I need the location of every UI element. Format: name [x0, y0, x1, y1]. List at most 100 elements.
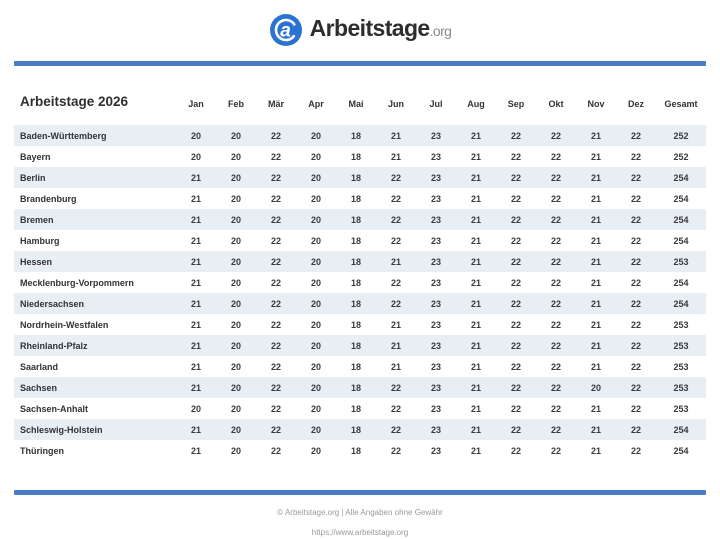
month-value-cell: 20: [230, 340, 241, 351]
month-value-cell: 21: [190, 256, 201, 267]
month-value-cell: 21: [190, 235, 201, 246]
month-value-cell: 20: [310, 130, 321, 141]
month-value-cell: 23: [430, 382, 441, 393]
month-value-cell: 20: [310, 193, 321, 204]
total-value-cell: 253: [673, 319, 689, 330]
month-value-cell: 21: [190, 277, 201, 288]
month-value-cell: 21: [190, 424, 201, 435]
month-value-cell: 22: [270, 193, 281, 204]
table-row: Brandenburg 21 20 22 20 18 22 23 21 22 22 21 22 254: [14, 188, 706, 209]
table-row: Sachsen-Anhalt 20 20 22 20 18 22 23 21 22 22 21 22 25…: [14, 398, 706, 419]
site-header: a Arbeitstage.org: [0, 0, 720, 48]
month-value-cell: 22: [270, 382, 281, 393]
month-value-cell: 22: [270, 130, 281, 141]
month-value-cell: 21: [470, 382, 481, 393]
month-value-cell: 21: [470, 172, 481, 183]
month-value-cell: 20: [190, 151, 201, 162]
copyright-text: © Arbeitstage.org | Alle Angaben ohne Ge…: [277, 508, 443, 517]
state-label: Baden-Württemberg: [20, 130, 107, 141]
month-value-cell: 20: [190, 403, 201, 414]
month-value-cell: 22: [270, 214, 281, 225]
month-value-cell: 22: [510, 235, 521, 246]
month-value-cell: 22: [390, 277, 401, 288]
month-value-cell: 20: [310, 424, 321, 435]
state-label: Brandenburg: [20, 193, 77, 204]
month-value-cell: 18: [350, 151, 361, 162]
month-value-cell: 22: [550, 130, 561, 141]
month-value-cell: 21: [190, 214, 201, 225]
svg-text:a: a: [280, 20, 291, 41]
month-value-cell: 23: [430, 424, 441, 435]
month-value-cell: 21: [190, 193, 201, 204]
month-value-cell: 21: [590, 319, 601, 330]
month-value-cell: 23: [430, 151, 441, 162]
month-value-cell: 22: [630, 214, 641, 225]
month-value-cell: 18: [350, 382, 361, 393]
month-value-cell: 21: [190, 382, 201, 393]
month-value-cell: 22: [550, 340, 561, 351]
month-value-cell: 22: [390, 382, 401, 393]
total-value-cell: 253: [673, 256, 689, 267]
month-value-cell: 20: [230, 235, 241, 246]
month-value-cell: 22: [510, 382, 521, 393]
month-value-cell: 18: [350, 340, 361, 351]
month-value-cell: 20: [230, 193, 241, 204]
month-value-cell: 22: [390, 214, 401, 225]
month-value-cell: 22: [630, 235, 641, 246]
month-value-cell: 22: [550, 319, 561, 330]
month-value-cell: 22: [630, 172, 641, 183]
state-label: Schleswig-Holstein: [20, 424, 103, 435]
state-label: Sachsen-Anhalt: [20, 403, 89, 414]
column-header: Feb: [227, 99, 244, 109]
table-row: Baden-Württemberg 20 20 22 20 18 21 23 21 22 22 21 2…: [14, 125, 706, 146]
month-value-cell: 21: [590, 298, 601, 309]
logo-tld: .org: [429, 23, 452, 39]
month-value-cell: 22: [630, 424, 641, 435]
month-value-cell: 20: [230, 403, 241, 414]
table-row: Sachsen 21 20 22 20 18 22 23 21 22 22 20 22 253: [14, 377, 706, 398]
month-value-cell: 18: [350, 277, 361, 288]
month-value-cell: 22: [550, 193, 561, 204]
month-value-cell: 23: [430, 340, 441, 351]
month-value-cell: 21: [590, 235, 601, 246]
month-value-cell: 22: [510, 151, 521, 162]
month-value-cell: 21: [390, 130, 401, 141]
month-value-cell: 22: [510, 361, 521, 372]
total-value-cell: 252: [673, 151, 689, 162]
table-row: Niedersachsen 21 20 22 20 18 22 23 21 22 22 21 22 254: [14, 293, 706, 314]
total-value-cell: 252: [673, 130, 689, 141]
month-value-cell: 22: [270, 235, 281, 246]
month-value-cell: 22: [390, 445, 401, 456]
logo-name: Arbeitstage: [309, 15, 431, 41]
table-row: Hamburg 21 20 22 20 18 22 23 21 22 22 21 22 254: [14, 230, 706, 251]
total-value-cell: 254: [673, 172, 689, 183]
page-title: Arbeitstage 2026: [20, 94, 129, 109]
month-value-cell: 22: [510, 193, 521, 204]
column-header: Jul: [429, 99, 443, 109]
month-value-cell: 20: [310, 151, 321, 162]
month-value-cell: 22: [510, 424, 521, 435]
footer-url-link[interactable]: https://www.arbeitstage.org: [311, 528, 409, 537]
month-value-cell: 23: [430, 445, 441, 456]
month-value-cell: 20: [230, 277, 241, 288]
month-value-cell: 21: [590, 340, 601, 351]
table-row: Thüringen 21 20 22 20 18 22 23 21 22 22 21 22 254: [14, 440, 706, 461]
month-value-cell: 22: [270, 424, 281, 435]
table-row: Nordrhein-Westfalen 21 20 22 20 18 21 23 21 22 22 2…: [14, 314, 706, 335]
total-value-cell: 253: [673, 382, 689, 393]
month-value-cell: 21: [190, 340, 201, 351]
state-label: Rheinland-Pfalz: [20, 340, 88, 351]
month-value-cell: 22: [550, 361, 561, 372]
month-value-cell: 21: [590, 214, 601, 225]
table-row: Mecklenburg-Vorpommern 21 20 22 20 18 22 23 21 22…: [14, 272, 706, 293]
month-value-cell: 20: [230, 382, 241, 393]
month-value-cell: 21: [470, 151, 481, 162]
state-label: Hessen: [20, 256, 53, 267]
month-value-cell: 20: [230, 298, 241, 309]
table-row: Schleswig-Holstein 21 20 22 20 18 22 23 21 22 22 21…: [14, 419, 706, 440]
column-header: Jun: [387, 99, 404, 109]
month-value-cell: 21: [590, 256, 601, 267]
month-value-cell: 18: [350, 130, 361, 141]
arbeitstage-logo[interactable]: a Arbeitstage.org: [269, 11, 452, 48]
